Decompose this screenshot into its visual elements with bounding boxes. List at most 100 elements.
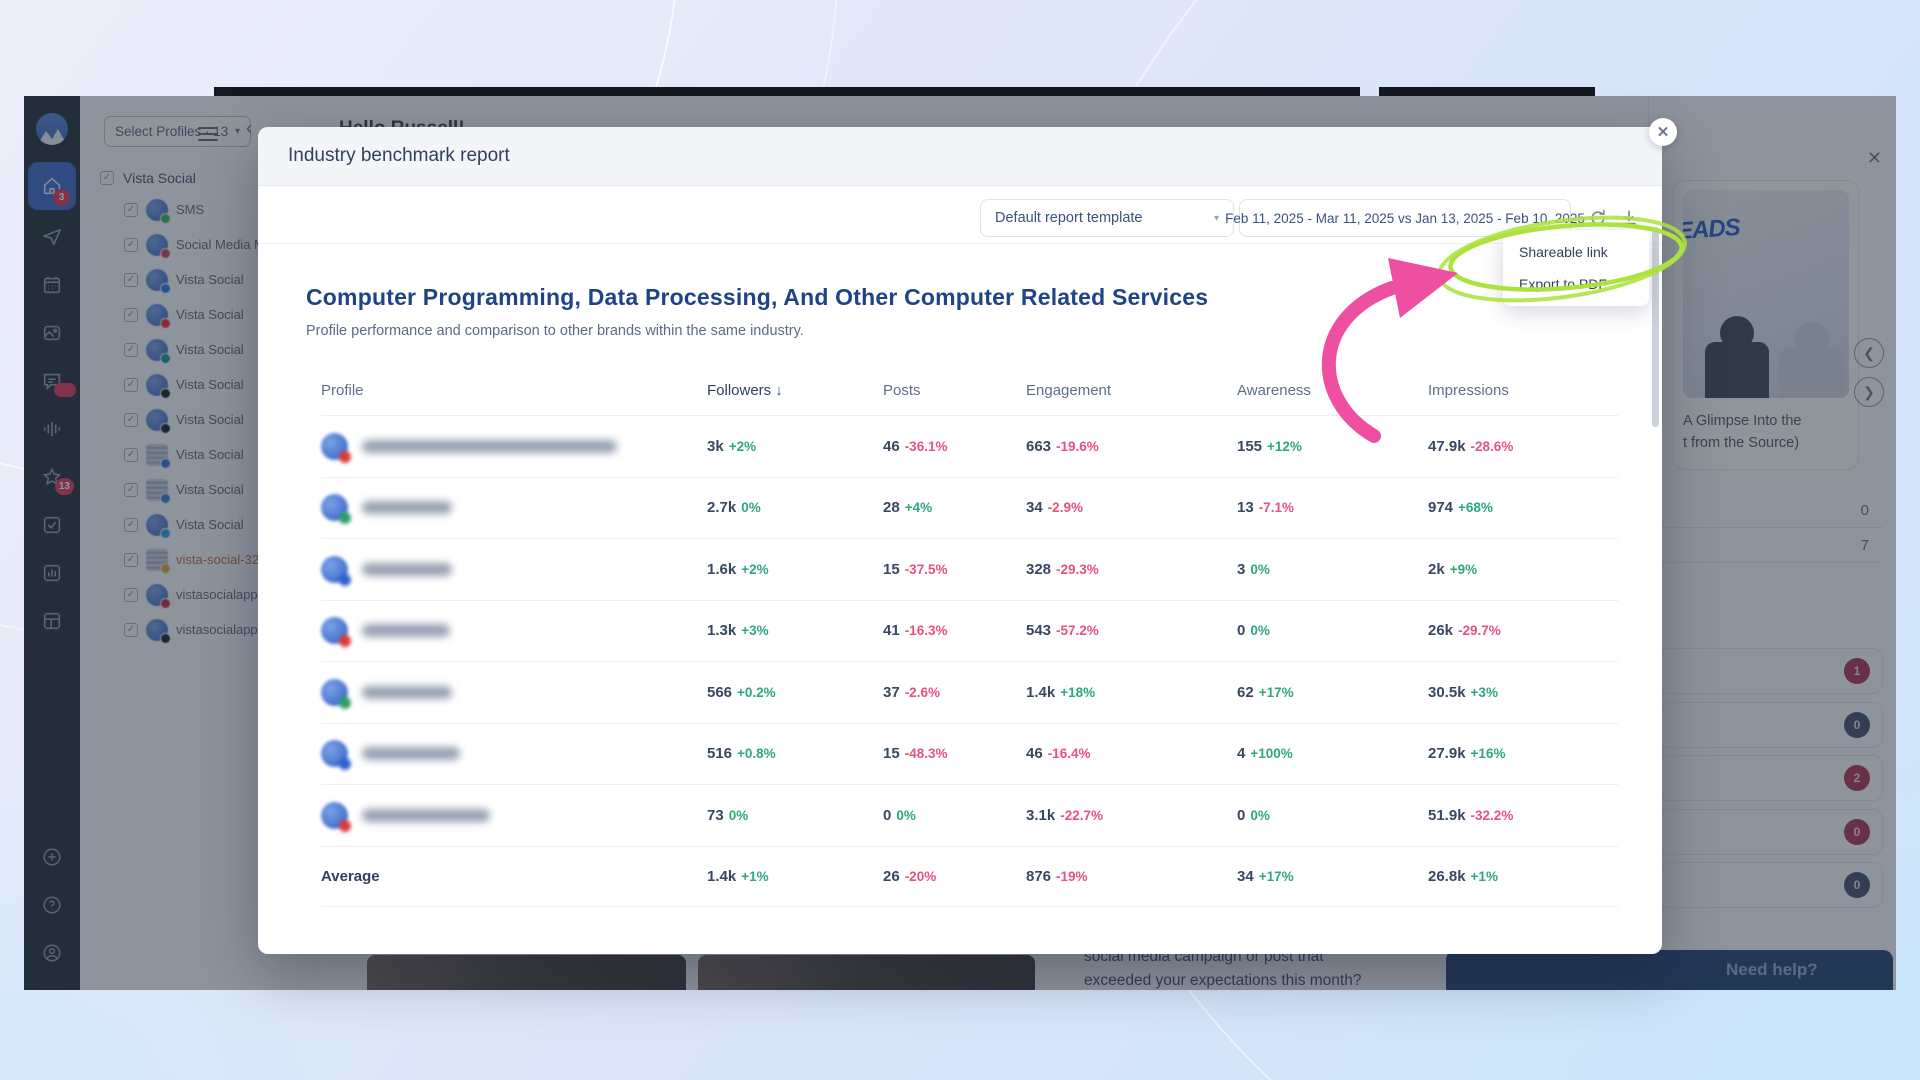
col-impressions[interactable]: Impressions [1428,381,1509,399]
metric-impressions: 2k +9% [1428,560,1478,578]
col-posts[interactable]: Posts [883,381,921,399]
metric-posts: 26 -20% [883,867,937,885]
table-row[interactable]: Average 1.4k +1% 26 -20% 876 -19% 34 +17% 26… [321,845,1618,907]
profile-cell [321,432,707,463]
report-subtitle: Profile performance and comparison to ot… [306,323,804,339]
profile-avatar [321,617,351,648]
network-badge-icon [339,573,351,586]
profile-avatar [321,801,351,832]
export-menu: Shareable link Export to PDF [1503,230,1649,306]
metric-awareness: 4 +100% [1237,745,1293,763]
profile-avatar [321,432,351,463]
metric-awareness: 155 +12% [1237,437,1302,455]
table-row[interactable]: 566 +0.2% 37 -2.6% 1.4k +18% 62 +17% 30.5k +3… [321,661,1618,723]
profile-cell: Average [321,868,707,885]
refresh-icon[interactable] [1588,208,1608,228]
metric-posts: 0 0% [883,806,916,824]
top-dark-strip [214,87,1360,96]
table-row[interactable]: 1.3k +3% 41 -16.3% 543 -57.2% 0 0% 26k -29.7% [321,599,1618,662]
metric-awareness: 62 +17% [1237,683,1294,701]
profile-cell [321,801,707,832]
profile-cell [321,617,707,648]
report-template-select[interactable]: Default report template ▾ [980,199,1234,237]
metric-awareness: 13 -7.1% [1237,499,1294,517]
table-row[interactable]: 73 0% 0 0% 3.1k -22.7% 0 0% 51.9k -32.2% [321,784,1618,846]
metric-engagement: 46 -16.4% [1026,745,1091,763]
menu-item-shareable-link[interactable]: Shareable link [1519,244,1608,260]
metric-followers: 2.7k 0% [707,499,761,517]
metric-posts: 15 -37.5% [883,560,948,578]
redacted-profile-name [362,439,617,453]
network-badge-icon [339,635,351,648]
metric-engagement: 1.4k +18% [1026,683,1096,701]
metric-impressions: 26.8k +1% [1428,867,1498,885]
redacted-profile-name [362,808,490,822]
redacted-profile-name [362,624,450,638]
network-badge-icon [339,512,351,525]
table-body: 3k +2% 46 -36.1% 663 -19.6% 155 +12% 47.9k -2… [321,415,1618,907]
metric-posts: 46 -36.1% [883,437,948,455]
industry-benchmark-modal: ✕ Industry benchmark report Default repo… [258,118,1677,954]
metric-awareness: 0 0% [1237,806,1270,824]
network-badge-icon [339,696,351,709]
table-row[interactable]: 3k +2% 46 -36.1% 663 -19.6% 155 +12% 47.9k -2… [321,415,1618,477]
network-badge-icon [339,758,351,771]
metric-followers: 1.3k +3% [707,622,769,640]
profile-cell [321,494,707,525]
chevron-down-icon: ▾ [1213,212,1219,224]
report-template-value: Default report template [995,210,1143,226]
sort-desc-icon: ↓ [775,381,783,399]
top-dark-strip [1379,87,1595,96]
metric-impressions: 30.5k +3% [1428,683,1498,701]
network-badge-icon [339,819,351,832]
table-row[interactable]: 2.7k 0% 28 +4% 34 -2.9% 13 -7.1% 974 +68% [321,476,1618,539]
metric-followers: 516 +0.8% [707,745,776,763]
metric-followers: 1.6k +2% [707,560,769,578]
metric-followers: 73 0% [707,806,749,824]
profile-avatar [321,555,351,586]
metric-followers: 1.4k +1% [707,867,769,885]
menu-item-export-pdf[interactable]: Export to PDF [1519,276,1607,292]
metric-engagement: 34 -2.9% [1026,499,1083,517]
metric-awareness: 3 0% [1237,560,1270,578]
redacted-profile-name [362,562,452,576]
col-engagement[interactable]: Engagement [1026,381,1112,399]
profile-cell [321,555,707,586]
table-row[interactable]: 516 +0.8% 15 -48.3% 46 -16.4% 4 +100% 27.9k +… [321,722,1618,785]
network-badge-icon [339,450,351,463]
metric-impressions: 27.9k +16% [1428,745,1506,763]
metric-engagement: 328 -29.3% [1026,560,1099,578]
profile-cell [321,740,707,771]
report-title: Computer Programming, Data Processing, A… [306,284,1209,310]
modal-close-button[interactable]: ✕ [1649,118,1677,146]
average-row-label: Average [321,867,380,885]
download-icon[interactable] [1619,208,1639,228]
metric-engagement: 543 -57.2% [1026,622,1099,640]
redacted-profile-name [362,747,460,761]
metric-impressions: 47.9k -28.6% [1428,437,1514,455]
benchmark-table: Profile Followers ↓ Posts Engagement Awar… [321,365,1618,907]
redacted-profile-name [362,501,452,515]
modal-title: Industry benchmark report [288,145,510,166]
modal-header: Industry benchmark report [258,127,1662,186]
metric-followers: 3k +2% [707,437,757,455]
col-awareness[interactable]: Awareness [1237,381,1311,399]
metric-followers: 566 +0.2% [707,683,776,701]
metric-engagement: 3.1k -22.7% [1026,806,1103,824]
metric-awareness: 34 +17% [1237,867,1294,885]
metric-impressions: 26k -29.7% [1428,622,1501,640]
redacted-profile-name [362,685,452,699]
col-followers[interactable]: Followers ↓ [707,381,783,399]
modal-toolbar: Default report template ▾ Feb 11, 2025 -… [258,186,1662,244]
metric-awareness: 0 0% [1237,622,1270,640]
table-row[interactable]: 1.6k +2% 15 -37.5% 328 -29.3% 3 0% 2k +9% [321,538,1618,600]
metric-posts: 28 +4% [883,499,933,517]
modal-scrollbar[interactable] [1652,227,1659,427]
metric-posts: 41 -16.3% [883,622,948,640]
metric-posts: 15 -48.3% [883,745,948,763]
profile-cell [321,678,707,709]
profile-avatar [321,494,351,525]
metric-impressions: 974 +68% [1428,499,1493,517]
metric-engagement: 876 -19% [1026,867,1088,885]
